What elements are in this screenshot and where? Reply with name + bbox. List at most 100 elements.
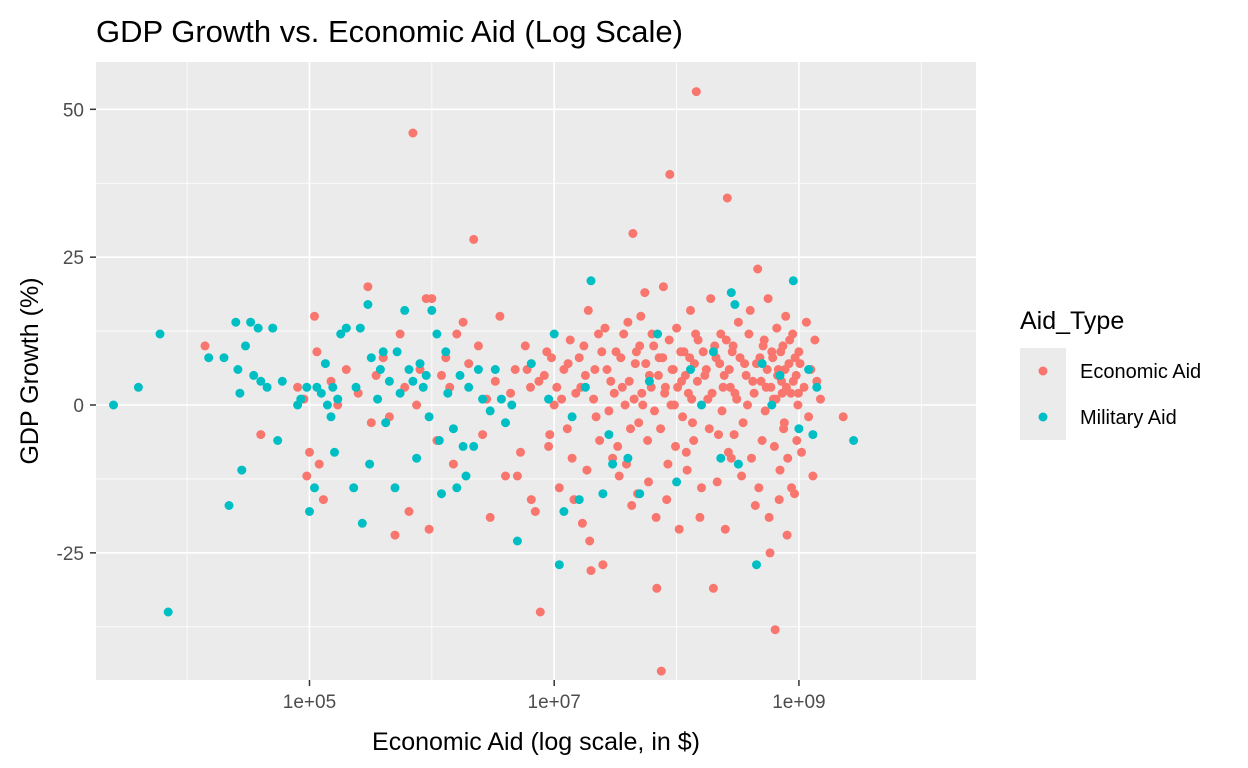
data-point bbox=[793, 400, 803, 410]
data-point bbox=[686, 305, 695, 315]
data-point bbox=[559, 507, 569, 516]
data-point bbox=[801, 317, 811, 327]
data-point bbox=[302, 382, 312, 392]
data-point bbox=[629, 394, 639, 404]
data-point bbox=[745, 305, 755, 315]
data-point bbox=[296, 394, 306, 404]
data-point bbox=[424, 524, 434, 534]
data-point bbox=[662, 495, 672, 505]
data-point bbox=[752, 560, 761, 570]
data-point bbox=[604, 430, 614, 440]
data-point bbox=[155, 329, 165, 339]
data-point bbox=[741, 370, 751, 380]
data-point bbox=[781, 311, 791, 321]
data-point bbox=[707, 388, 717, 398]
data-point bbox=[614, 471, 624, 481]
data-point bbox=[757, 359, 767, 369]
data-point bbox=[673, 382, 683, 392]
data-point bbox=[750, 501, 760, 510]
data-point bbox=[485, 512, 495, 522]
data-point bbox=[788, 376, 798, 386]
data-point bbox=[526, 495, 536, 505]
data-point bbox=[590, 365, 600, 374]
legend-label-economic-aid: Economic Aid bbox=[1080, 361, 1201, 383]
data-point bbox=[812, 382, 822, 392]
data-point bbox=[793, 388, 803, 398]
plot-panel bbox=[96, 62, 976, 680]
data-point bbox=[660, 388, 670, 398]
data-point bbox=[634, 418, 644, 428]
data-point bbox=[729, 430, 739, 440]
data-point bbox=[458, 441, 468, 451]
data-point bbox=[626, 424, 635, 434]
data-point bbox=[237, 465, 247, 475]
x-tick-label: 1e+05 bbox=[283, 692, 336, 713]
data-point bbox=[788, 276, 798, 286]
data-point bbox=[769, 441, 779, 451]
data-point bbox=[794, 424, 804, 434]
data-point bbox=[749, 388, 759, 398]
data-point bbox=[686, 365, 695, 374]
data-point bbox=[719, 370, 729, 380]
data-point bbox=[204, 353, 214, 363]
data-point bbox=[714, 430, 723, 440]
data-point bbox=[322, 400, 332, 410]
data-point bbox=[687, 394, 697, 404]
data-point bbox=[392, 347, 402, 357]
data-point bbox=[363, 282, 373, 292]
data-point bbox=[562, 424, 572, 434]
data-point bbox=[455, 370, 465, 380]
data-point bbox=[619, 329, 629, 339]
data-point bbox=[545, 430, 555, 440]
data-point bbox=[249, 370, 259, 380]
data-point bbox=[495, 311, 505, 321]
data-point bbox=[549, 400, 559, 410]
data-point bbox=[424, 412, 434, 422]
data-point bbox=[565, 335, 575, 345]
data-point bbox=[733, 459, 743, 469]
data-point bbox=[464, 382, 474, 392]
data-point bbox=[849, 436, 859, 445]
data-point bbox=[277, 376, 287, 386]
data-point bbox=[262, 382, 272, 392]
data-point bbox=[636, 311, 646, 321]
series-economic-aid bbox=[200, 87, 848, 676]
data-point bbox=[698, 347, 708, 357]
grid-major bbox=[96, 62, 976, 680]
data-point bbox=[780, 365, 790, 374]
data-point bbox=[506, 388, 516, 398]
legend: Aid_Type Economic Aid Military Aid bbox=[1020, 307, 1201, 440]
data-point bbox=[623, 317, 633, 327]
data-point bbox=[721, 335, 731, 345]
data-point bbox=[366, 418, 376, 428]
data-point bbox=[318, 495, 328, 505]
data-point bbox=[458, 317, 468, 327]
data-point bbox=[415, 359, 425, 369]
data-point bbox=[520, 341, 530, 351]
data-point bbox=[697, 400, 706, 410]
chart-title: GDP Growth vs. Economic Aid (Log Scale) bbox=[96, 14, 683, 49]
data-point bbox=[310, 311, 319, 321]
data-point bbox=[756, 376, 766, 386]
legend-label-military-aid: Military Aid bbox=[1080, 407, 1177, 429]
data-point bbox=[672, 323, 682, 333]
data-point bbox=[437, 370, 446, 380]
data-point bbox=[357, 518, 367, 528]
data-point bbox=[808, 430, 818, 440]
data-point bbox=[641, 359, 651, 369]
data-point bbox=[743, 400, 752, 410]
data-point bbox=[716, 329, 726, 339]
data-point bbox=[448, 424, 458, 434]
data-point bbox=[412, 453, 422, 463]
data-point bbox=[582, 465, 592, 475]
data-point bbox=[408, 128, 418, 138]
data-point bbox=[774, 495, 784, 505]
data-point bbox=[485, 406, 495, 416]
data-point bbox=[672, 477, 682, 487]
data-point bbox=[314, 459, 324, 469]
data-point bbox=[320, 359, 330, 369]
data-point bbox=[390, 530, 400, 540]
data-point bbox=[448, 459, 458, 469]
data-point bbox=[378, 347, 388, 357]
